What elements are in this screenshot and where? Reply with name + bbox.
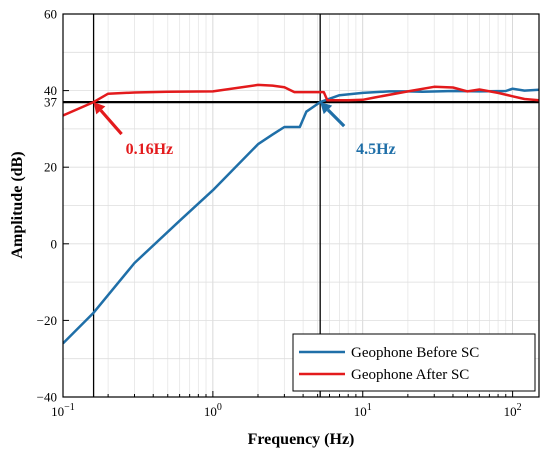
legend-label-after: Geophone After SC bbox=[351, 367, 469, 383]
annotation-label: 4.5Hz bbox=[356, 141, 396, 158]
legend: Geophone Before SC Geophone After SC bbox=[292, 333, 536, 392]
x-tick-label: 100 bbox=[204, 402, 222, 419]
x-axis-title: Frequency (Hz) bbox=[248, 431, 355, 448]
plot-frame bbox=[62, 13, 540, 398]
reference-lines bbox=[63, 14, 539, 397]
annotation-arrow-head bbox=[320, 102, 333, 115]
x-tick-label: 102 bbox=[504, 402, 522, 419]
y-tick-label: 20 bbox=[44, 160, 57, 175]
series-line-1 bbox=[63, 83, 539, 117]
y-tick-label: 0 bbox=[51, 236, 58, 251]
annotations: 0.16Hz 4.5Hz bbox=[93, 102, 396, 158]
series-lines bbox=[63, 83, 539, 345]
annotation-arrow-head bbox=[93, 102, 106, 115]
y-tick-label: −40 bbox=[37, 390, 57, 405]
grid bbox=[62, 13, 539, 398]
y-axis-title: Amplitude (dB) bbox=[9, 151, 26, 258]
x-tick-label: 101 bbox=[354, 402, 372, 419]
y-tick-label: 37 bbox=[44, 95, 58, 110]
y-tick-label: 60 bbox=[44, 7, 57, 22]
y-tick-label: −20 bbox=[37, 313, 57, 328]
x-tick-label: 10−1 bbox=[51, 402, 75, 419]
annotation-label: 0.16Hz bbox=[126, 141, 174, 158]
legend-box bbox=[292, 333, 536, 392]
annotation-arrow-shaft bbox=[326, 108, 346, 128]
legend-label-before: Geophone Before SC bbox=[351, 345, 479, 361]
annotation-arrow-shaft bbox=[99, 109, 123, 136]
y-tick-label: 40 bbox=[44, 83, 57, 98]
